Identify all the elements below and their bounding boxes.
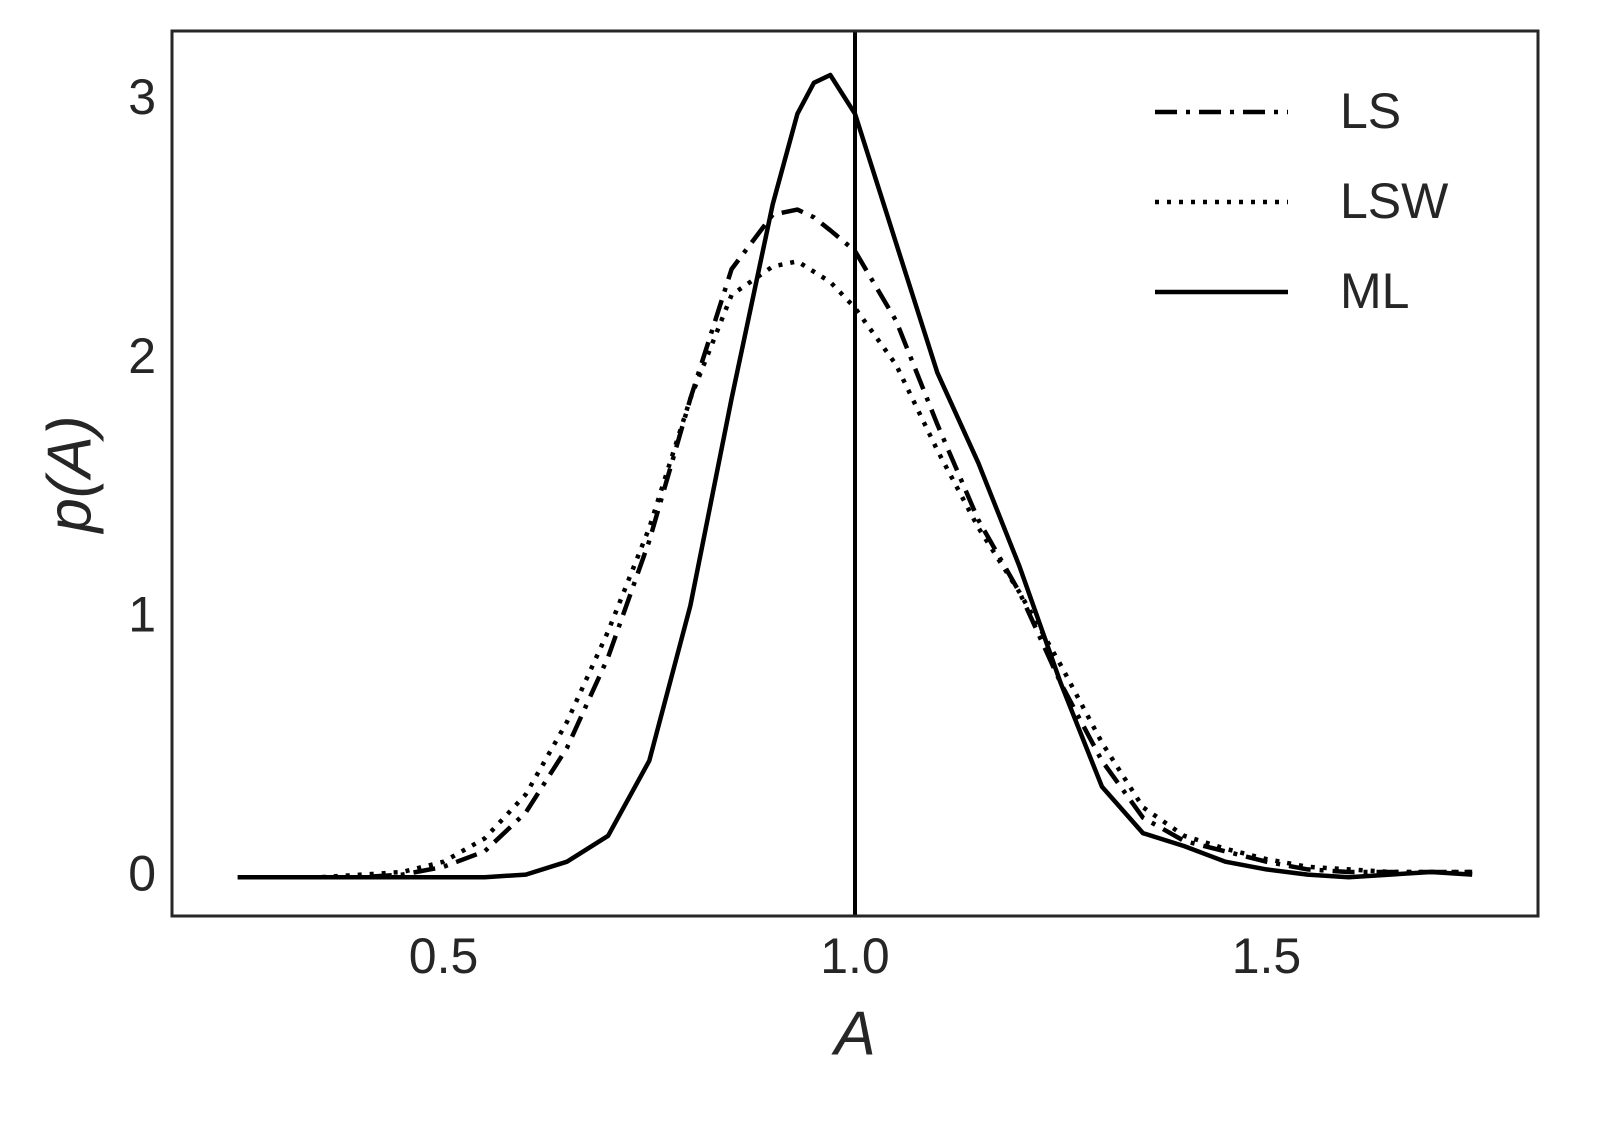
legend-label: LS [1340,83,1401,139]
y-tick-label: 1 [128,587,156,643]
plot-frame [170,29,1540,918]
series-line [237,72,1473,880]
series-line [237,259,1473,880]
legend-label: ML [1340,263,1409,319]
x-tick-label: 1.5 [1232,928,1302,984]
x-tick-label: 0.5 [409,928,479,984]
legend-label: LSW [1340,173,1449,229]
series-line [237,207,1473,880]
x-axis-label: A [830,999,875,1068]
x-tick-label: 1.0 [820,928,890,984]
y-tick-label: 0 [128,845,156,901]
y-axis-label: p(A) [35,415,104,534]
y-tick-label: 2 [128,328,156,384]
y-tick-label: 3 [128,69,156,125]
